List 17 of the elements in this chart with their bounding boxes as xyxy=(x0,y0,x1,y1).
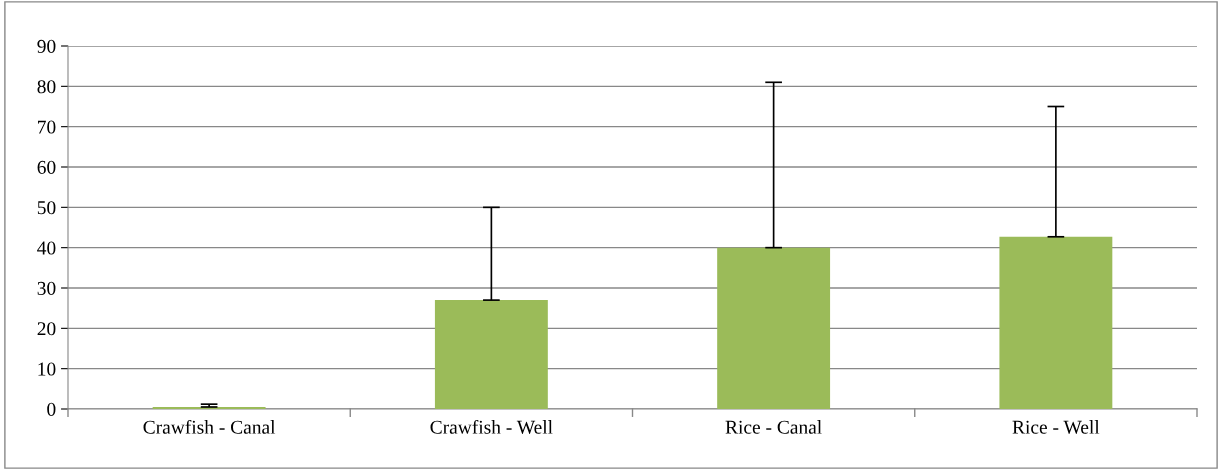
y-tick-label: 70 xyxy=(38,120,56,134)
y-tick-label: 50 xyxy=(37,201,56,215)
y-tick-label: 0 xyxy=(47,402,56,416)
y-tick-label: 80 xyxy=(37,80,56,94)
x-tick-label: Rice - Well xyxy=(1012,420,1100,434)
y-tick-label: 20 xyxy=(37,322,56,336)
y-tick-label: 10 xyxy=(38,362,56,376)
bar xyxy=(434,300,548,409)
y-tick-label: 30 xyxy=(37,281,56,295)
bar xyxy=(717,247,831,409)
x-tick-label: Crawfish - Canal xyxy=(143,419,276,434)
y-tick-label: 40 xyxy=(37,241,56,255)
y-tick-label: 60 xyxy=(37,160,56,174)
y-tick-label: 90 xyxy=(37,39,56,53)
bar xyxy=(999,236,1113,409)
x-tick-label: Rice - Canal xyxy=(725,420,822,434)
x-tick-label: Crawfish - Well xyxy=(430,419,553,434)
